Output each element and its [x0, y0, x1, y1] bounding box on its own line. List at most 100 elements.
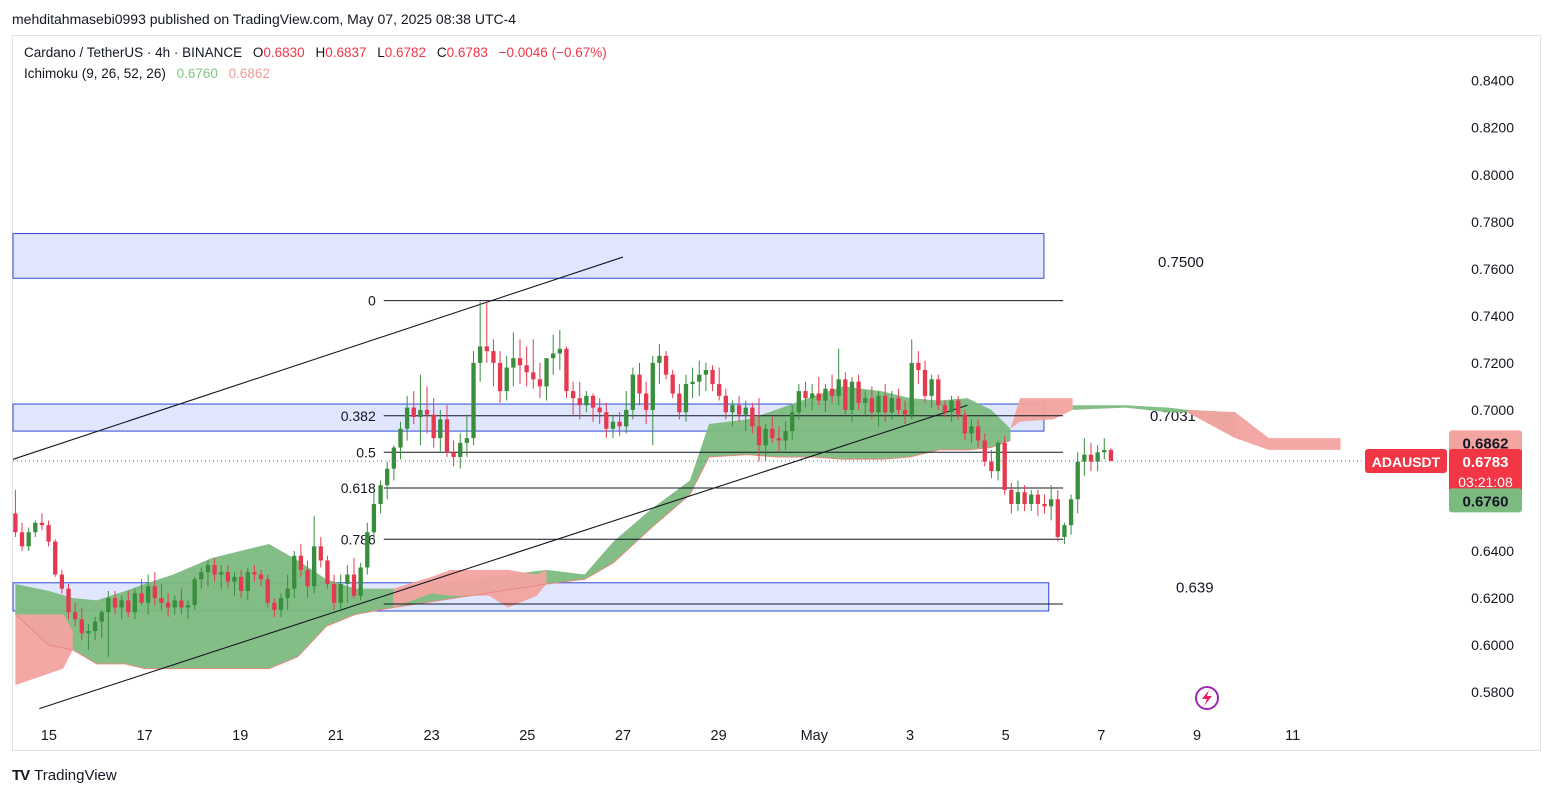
candle[interactable] — [889, 391, 894, 420]
candle[interactable] — [597, 398, 602, 425]
indicator-legend[interactable]: Ichimoku (9, 26, 52, 26) 0.6760 0.6862 — [24, 66, 277, 81]
candle[interactable] — [199, 567, 204, 589]
candle[interactable] — [511, 332, 516, 387]
candle[interactable] — [385, 461, 390, 500]
candle[interactable] — [106, 591, 111, 657]
candle[interactable] — [212, 558, 217, 582]
candle[interactable] — [1002, 435, 1007, 495]
candle[interactable] — [378, 480, 383, 514]
candle[interactable] — [431, 398, 436, 448]
candle[interactable] — [995, 440, 1001, 481]
candle[interactable] — [544, 358, 549, 401]
candle[interactable] — [756, 398, 762, 462]
candle[interactable] — [796, 384, 802, 420]
candle[interactable] — [1082, 438, 1087, 476]
candle[interactable] — [464, 414, 470, 457]
candle[interactable] — [677, 384, 682, 420]
zone-box[interactable] — [12, 233, 1045, 279]
candle[interactable] — [205, 560, 211, 587]
candle[interactable] — [245, 567, 250, 601]
candle[interactable] — [1068, 494, 1074, 535]
candle[interactable] — [398, 421, 403, 460]
candle[interactable] — [883, 384, 888, 422]
candle[interactable] — [119, 595, 124, 620]
candle[interactable] — [351, 558, 357, 599]
candle[interactable] — [531, 339, 536, 389]
candle[interactable] — [823, 384, 828, 413]
candle[interactable] — [750, 402, 755, 434]
candle[interactable] — [856, 374, 861, 410]
candle[interactable] — [418, 374, 423, 446]
symbol-legend[interactable]: Cardano / TetherUS · 4h · BINANCE O0.683… — [24, 45, 614, 60]
candle[interactable] — [165, 593, 171, 617]
candle[interactable] — [1048, 485, 1054, 521]
candle[interactable] — [1035, 489, 1041, 516]
candle[interactable] — [590, 393, 596, 422]
candle[interactable] — [770, 416, 775, 443]
candle[interactable] — [497, 351, 503, 403]
candle[interactable] — [949, 395, 954, 422]
candle[interactable] — [325, 555, 330, 589]
candle[interactable] — [179, 588, 184, 615]
candle[interactable] — [962, 409, 967, 441]
candle[interactable] — [936, 374, 941, 410]
symbol-title[interactable]: Cardano / TetherUS · 4h · BINANCE — [24, 45, 243, 60]
candle[interactable] — [219, 565, 224, 589]
candle[interactable] — [790, 405, 795, 441]
candle[interactable] — [1029, 489, 1034, 512]
candle[interactable] — [86, 623, 91, 650]
candle[interactable] — [610, 414, 616, 439]
candle[interactable] — [1015, 480, 1021, 512]
candle[interactable] — [159, 583, 164, 610]
candle[interactable] — [902, 400, 908, 425]
candle[interactable] — [59, 569, 65, 594]
candle[interactable] — [1009, 482, 1014, 514]
candle[interactable] — [33, 520, 38, 537]
candle[interactable] — [185, 600, 191, 620]
candle[interactable] — [763, 424, 768, 462]
candle[interactable] — [192, 576, 197, 610]
candle[interactable] — [451, 440, 456, 467]
candle[interactable] — [404, 395, 410, 441]
candle[interactable] — [152, 572, 157, 606]
candle[interactable] — [584, 391, 589, 413]
candle[interactable] — [172, 595, 177, 615]
candle[interactable] — [922, 360, 928, 403]
candle[interactable] — [298, 543, 304, 577]
candle[interactable] — [19, 522, 25, 552]
candle[interactable] — [225, 565, 231, 589]
candle[interactable] — [942, 400, 948, 417]
candle[interactable] — [292, 551, 297, 599]
candle[interactable] — [989, 449, 994, 479]
candle[interactable] — [783, 421, 788, 450]
candle[interactable] — [1095, 445, 1100, 472]
candle[interactable] — [630, 367, 636, 420]
candle[interactable] — [896, 388, 901, 415]
candle[interactable] — [99, 609, 104, 639]
candle[interactable] — [710, 365, 715, 392]
candle[interactable] — [643, 381, 649, 425]
candle[interactable] — [551, 334, 556, 375]
candle[interactable] — [1102, 438, 1107, 460]
candle[interactable] — [975, 419, 981, 448]
current-price-badge[interactable] — [1449, 448, 1522, 493]
candle[interactable] — [312, 515, 317, 594]
candle[interactable] — [278, 593, 284, 617]
candle[interactable] — [146, 574, 151, 615]
candle[interactable] — [703, 362, 709, 392]
candle[interactable] — [39, 513, 45, 530]
candle[interactable] — [863, 391, 868, 415]
candle[interactable] — [849, 377, 855, 422]
candle[interactable] — [743, 400, 748, 432]
candle[interactable] — [438, 409, 443, 453]
candle[interactable] — [458, 433, 463, 469]
candle[interactable] — [650, 355, 655, 446]
candle[interactable] — [13, 489, 18, 537]
candle[interactable] — [836, 348, 841, 406]
candle[interactable] — [484, 301, 489, 363]
candle[interactable] — [624, 391, 629, 434]
candle[interactable] — [471, 351, 476, 446]
candle[interactable] — [1108, 448, 1114, 462]
candle[interactable] — [258, 569, 264, 587]
